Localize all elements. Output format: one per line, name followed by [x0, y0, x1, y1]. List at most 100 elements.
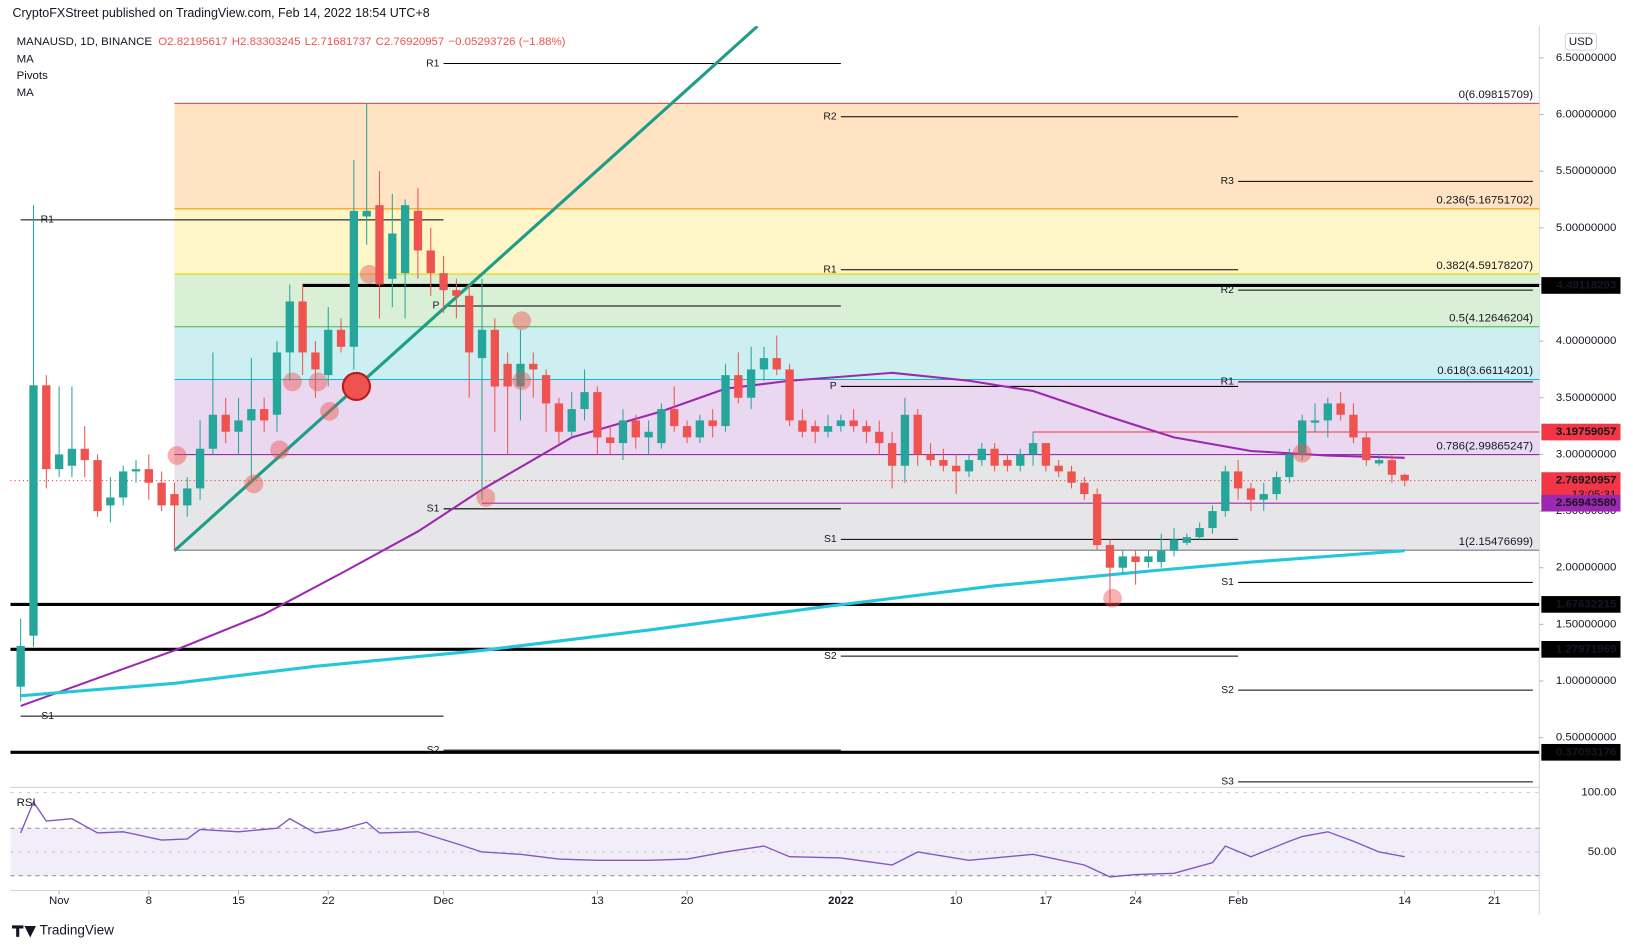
candle-body	[439, 273, 448, 291]
fib-band	[174, 326, 1540, 380]
candle-body	[1067, 471, 1076, 483]
candle-body	[119, 471, 128, 498]
header: CryptoFXStreet published on TradingView.…	[12, 6, 429, 20]
pivot-label: S1	[427, 504, 440, 515]
candle-body	[67, 448, 77, 466]
fib-label: 0.382(4.59178207)	[1436, 260, 1533, 272]
y-tick-label: 5.00000000	[1556, 222, 1616, 234]
indicator: Pivots	[17, 70, 48, 82]
candle-body	[1387, 460, 1397, 475]
pivot-label: R1	[1221, 377, 1235, 388]
legend: MANAUSD, 1D, BINANCE O2.82195617 H2.833032…	[17, 36, 566, 48]
candle-body	[1105, 545, 1115, 568]
candle-body	[1169, 539, 1179, 551]
fib-label: 0.786(2.99865247)	[1436, 440, 1533, 452]
candle-body	[208, 414, 218, 449]
x-tick-label: 15	[232, 895, 245, 907]
candle-body	[465, 295, 474, 353]
symbol: MANAUSD, 1D, BINANCE	[17, 36, 153, 48]
price-pane	[10, 26, 1540, 783]
candle-body	[1221, 471, 1230, 512]
pivot-label: R2	[1221, 285, 1235, 296]
candle-body	[1259, 494, 1268, 500]
candle-body	[324, 329, 333, 376]
fib-band	[174, 454, 1540, 551]
level-tag	[1541, 494, 1621, 512]
candle-body	[234, 420, 243, 432]
candle-body	[644, 431, 653, 438]
y-tick-label: 1.00000000	[1556, 675, 1616, 687]
fib-label: 1(2.15476699)	[1459, 536, 1534, 548]
pivot-label: R1	[426, 58, 440, 69]
marker	[308, 372, 328, 392]
x-tick-label: Dec	[433, 895, 454, 907]
candle-body	[362, 210, 371, 217]
candle-body	[708, 420, 717, 427]
level-tag	[1541, 423, 1621, 441]
level-tag	[1541, 277, 1621, 294]
candle-body	[272, 352, 282, 415]
candle-body	[567, 409, 576, 432]
pivot-label: S2	[427, 745, 440, 756]
candle-body	[836, 420, 846, 427]
x-tick-label: 17	[1040, 895, 1053, 907]
y-tick-label: 6.00000000	[1556, 109, 1616, 121]
candle-body	[285, 301, 294, 353]
rsi-tick-label: 100.00	[1581, 787, 1616, 799]
candle-body	[1272, 477, 1281, 495]
candle-body	[1298, 420, 1307, 455]
candle-body	[93, 460, 102, 512]
candle-body	[1374, 460, 1384, 464]
pivot-label: S2	[824, 651, 837, 662]
candle-body	[772, 358, 781, 370]
candle-body	[977, 448, 986, 461]
candle-body	[1182, 537, 1192, 543]
level-tag	[1541, 596, 1621, 613]
change: −0.05293726 (−1.88%)	[448, 36, 565, 48]
marker	[167, 446, 187, 465]
candle-body	[183, 488, 192, 506]
candle-body	[964, 460, 974, 472]
candle-body	[1016, 454, 1025, 466]
indicator: MA	[17, 87, 35, 99]
candle-body	[1400, 474, 1409, 481]
x-tick-label: 8	[146, 895, 152, 907]
currency-box	[1564, 32, 1598, 51]
marker	[359, 264, 379, 284]
moving-average	[20, 549, 1405, 698]
x-tick-label: 22	[322, 895, 335, 907]
indicator: MA	[17, 53, 35, 65]
pivot-label: P	[830, 381, 837, 392]
candle-body	[1003, 460, 1012, 466]
candle-body	[1118, 556, 1127, 568]
x-tick-label: 13	[591, 895, 604, 907]
candle-body	[721, 375, 730, 427]
candle-body	[1131, 556, 1140, 563]
y-tick-label: 3.00000000	[1556, 448, 1616, 460]
candle-body	[849, 420, 858, 427]
marker	[1292, 443, 1312, 463]
footer: TradingView	[40, 923, 115, 938]
candle-body	[1028, 443, 1038, 455]
candle-body	[670, 409, 679, 427]
candle-body	[54, 454, 64, 470]
level-tag-label: 3.19759057	[1556, 426, 1616, 438]
pivot-label: S1	[824, 534, 837, 545]
ohlc: O2.82195617	[158, 36, 227, 48]
x-tick-label: 10	[950, 895, 963, 907]
candle-body	[875, 431, 884, 444]
y-tick-label: 6.50000000	[1556, 52, 1616, 64]
currency: USD	[1569, 36, 1593, 48]
marker	[282, 372, 302, 392]
candle-body	[1336, 403, 1345, 415]
level-tag-label: 2.76920957	[1556, 475, 1616, 487]
marker	[320, 401, 339, 421]
candle-body	[490, 329, 499, 387]
candle-body	[157, 482, 166, 506]
candle-body	[541, 375, 551, 404]
fib-label: 0.618(3.66114201)	[1437, 365, 1533, 377]
x-tick-label: 21	[1488, 895, 1501, 907]
candle-body	[413, 210, 423, 251]
candle-body	[1144, 556, 1153, 563]
y-tick-label: 3.50000000	[1556, 392, 1616, 404]
